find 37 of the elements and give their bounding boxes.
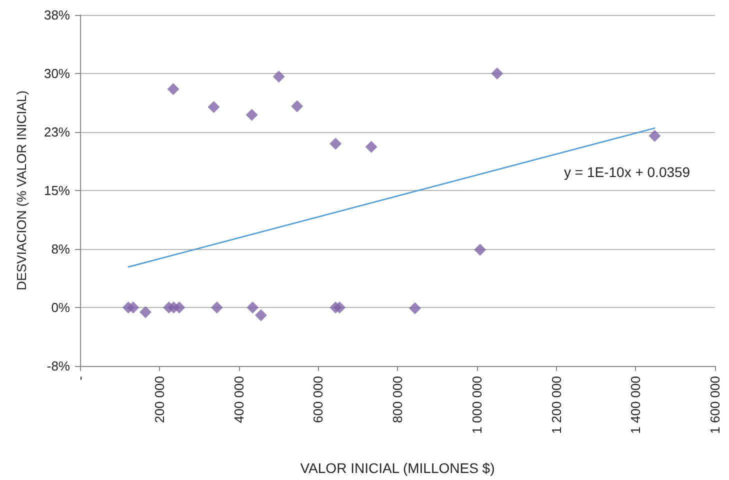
x-tick-label: 1 400 000 [628,376,644,434]
point [254,309,267,322]
x-tick-label: 600 000 [310,376,326,423]
x-tick-label: 200 000 [152,376,167,423]
point [246,302,259,314]
y-tick-label: 0% [51,300,70,315]
y-tick-label: 15% [44,183,70,198]
point [246,108,258,121]
point [167,83,180,96]
y-tick-label: 38% [44,8,70,22]
x-axis-title: VALOR INICIAL (MILLONES $) [300,460,495,476]
point [291,100,304,112]
point [648,130,661,142]
y-tick-label: 8% [51,242,70,256]
y-axis-title: DESVIACION (% VALOR INICIAL) [14,90,29,290]
point [139,306,152,318]
point [334,302,346,314]
x-tick-label: 800 000 [390,376,405,423]
point [210,302,223,314]
point [491,68,504,80]
x-tick-label: 1 200 000 [548,376,564,434]
point [365,140,378,153]
annotation: y = 1E-10x + 0.0359 [564,164,690,180]
point [330,138,342,150]
x-tick-label: 1 000 000 [469,376,484,434]
point [474,244,486,256]
point [272,70,285,83]
point [208,101,220,114]
point [408,302,421,314]
x-tick-label: 1 600 000 [708,376,722,434]
x-tick-label: - [72,376,88,380]
x-tick-label: 400 000 [231,376,246,423]
point [173,302,186,314]
point [127,302,140,314]
y-tick-label: -8% [46,358,70,374]
y-tick-label: 30% [44,66,70,81]
y-tick-label: 23% [44,124,70,140]
